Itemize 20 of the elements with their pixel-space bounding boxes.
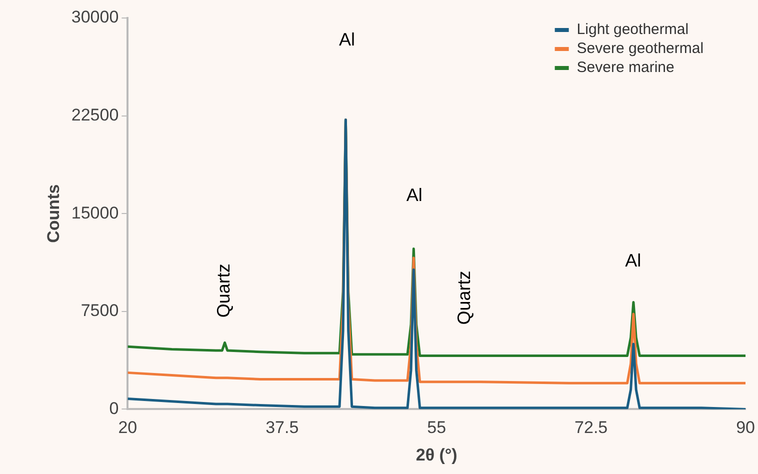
y-tick-label: 15000 [71,203,119,222]
y-axis-title: Counts [44,184,63,243]
legend-label: Light geothermal [576,21,689,38]
y-tick-label: 22500 [71,105,119,124]
annotation: Al [406,184,422,205]
annotation: Al [339,30,356,50]
y-tick-label: 7500 [80,301,119,320]
legend-label: Severe marine [576,59,674,76]
x-axis-title: 2θ (°) [416,445,458,464]
x-tick-label: 55 [427,418,446,438]
y-tick-label: 30000 [71,8,119,27]
x-tick-label: 37.5 [266,418,299,438]
annotation: Quartz [454,270,474,325]
x-tick-label: 20 [118,418,138,438]
x-tick-label: 90 [736,418,756,438]
annotation: Al [625,250,642,270]
legend-label: Severe geothermal [576,40,704,58]
annotation: Quartz [214,264,234,318]
x-tick-label: 72.5 [574,418,608,438]
y-tick-label: 0 [109,398,119,418]
